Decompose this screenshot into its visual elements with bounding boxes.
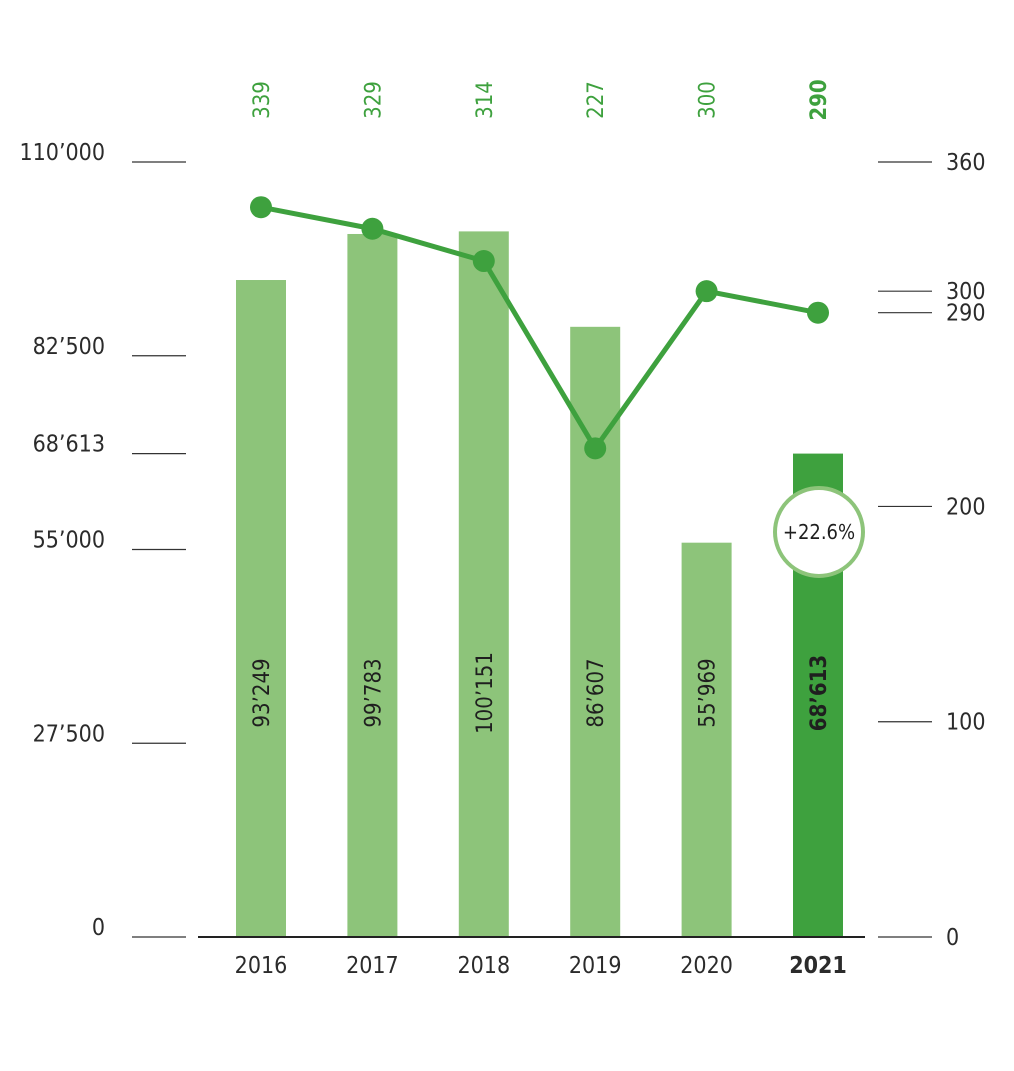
bar: [681, 542, 732, 937]
line-value-label: 300: [696, 81, 721, 119]
x-axis-tick-label: 2018: [457, 953, 510, 979]
bar-value-label: 68’613: [807, 655, 832, 731]
bar-value-label: 100’151: [473, 652, 498, 734]
line-value-label: 290: [807, 79, 832, 120]
left-axis-tick-label: 27’500: [33, 721, 105, 747]
bar: [347, 233, 398, 938]
bar-series: [236, 231, 843, 938]
right-axis-tick-label: 290: [946, 301, 986, 327]
line-value-label: 227: [584, 81, 609, 119]
right-axis-tick-label: 360: [946, 150, 986, 176]
left-axis-tick-label: 0: [92, 915, 105, 941]
bar-value-labels: 93’249 99’783 100’151 86’607 55’969 68’613: [250, 652, 832, 734]
right-axis-tick-label: 200: [946, 494, 986, 520]
line-point: [250, 196, 272, 219]
growth-badge-label: +22.6%: [783, 520, 855, 544]
left-axis-tick-label: 110’000: [19, 140, 105, 166]
left-axis-tick-label: 82’500: [33, 334, 105, 360]
line-point: [807, 301, 829, 324]
bar: [236, 280, 286, 937]
bar: [458, 231, 509, 937]
bar-value-label: 93’249: [250, 658, 275, 727]
x-axis-tick-label: 2020: [680, 953, 733, 979]
x-axis-tick-label: 2019: [569, 953, 622, 979]
left-axis-tick-label: 68’613: [33, 432, 105, 458]
bar-value-label: 55’969: [696, 658, 721, 727]
x-axis-tick-label: 2021: [789, 953, 847, 979]
left-axis-tick-label: 55’000: [33, 528, 105, 554]
growth-annotation: +22.6%: [773, 486, 865, 578]
line-point: [472, 250, 495, 273]
line-series: [250, 196, 829, 460]
right-axis-tick-label: 0: [946, 925, 959, 951]
line-point: [361, 217, 384, 240]
bar-value-label: 86’607: [584, 658, 609, 727]
x-axis-tick-label: 2016: [235, 953, 288, 979]
line-value-label: 339: [250, 81, 275, 119]
line-series-path: [260, 204, 819, 451]
right-axis-tick-label: 300: [946, 279, 986, 305]
line-point: [695, 280, 718, 303]
left-axis: 0 27’500 55’000 68’613 82’500 110’000: [19, 140, 186, 941]
x-axis-tick-label: 2017: [346, 953, 399, 979]
x-axis-categories: 2016 2017 2018 2019 2020 2021: [235, 953, 847, 979]
line-value-labels: 339 329 314 227 300 290: [250, 79, 832, 120]
line-value-label: 329: [361, 81, 386, 119]
line-point: [584, 437, 607, 460]
growth-badge: [773, 486, 865, 578]
bar-value-label: 99’783: [361, 658, 386, 727]
right-axis-tick-label: 100: [946, 710, 986, 736]
line-value-label: 314: [473, 81, 498, 119]
